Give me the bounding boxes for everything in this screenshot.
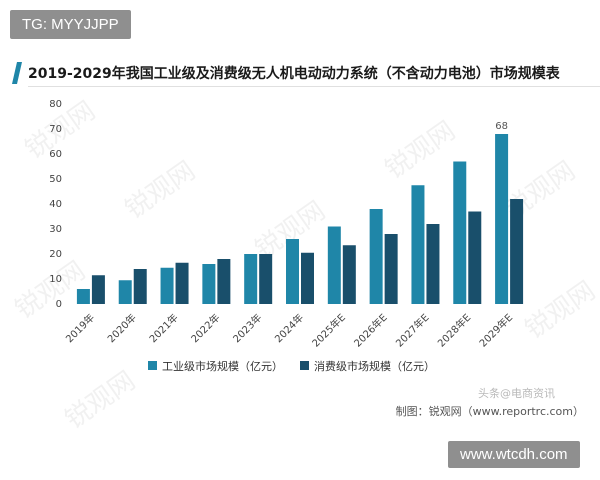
bar-industrial	[369, 209, 383, 304]
bar-industrial	[202, 264, 216, 304]
bar-consumer	[91, 275, 105, 304]
y-tick-label: 20	[49, 249, 62, 260]
y-tick-label: 50	[49, 174, 62, 185]
bar-industrial	[453, 161, 467, 304]
x-tick-label: 2022年	[188, 311, 222, 345]
x-tick-label: 2025年E	[309, 311, 348, 350]
watermark-text: 头条@电商资讯	[478, 387, 555, 400]
bar-consumer	[384, 234, 398, 304]
y-tick-label: 0	[56, 299, 62, 310]
bar-industrial	[327, 226, 341, 304]
legend: 工业级市场规模（亿元） 消费级市场规模（亿元）	[148, 359, 435, 373]
bar-industrial	[76, 289, 90, 304]
bar-consumer	[510, 199, 524, 304]
bar-series: 68	[76, 121, 524, 304]
y-axis: 0 10 20 30 40 50 60 70 80	[49, 99, 62, 310]
x-tick-label: 2027年E	[393, 311, 432, 350]
bar-consumer	[426, 224, 440, 304]
legend-swatch	[148, 361, 157, 370]
x-tick-label: 2021年	[146, 311, 180, 345]
bar-consumer	[217, 259, 231, 304]
y-tick-label: 60	[49, 149, 62, 160]
x-tick-label: 2028年E	[435, 311, 474, 350]
legend-label: 消费级市场规模（亿元）	[314, 359, 435, 373]
bar-industrial	[244, 254, 258, 304]
bar-consumer	[175, 262, 189, 304]
y-tick-label: 70	[49, 124, 62, 135]
title-divider	[28, 86, 600, 87]
bar-industrial	[118, 280, 132, 304]
bar-consumer	[342, 245, 356, 304]
chart-title: 2019-2029年我国工业级及消费级无人机电动动力系统（不含动力电池）市场规模…	[28, 66, 560, 82]
data-label: 68	[495, 121, 508, 132]
chart-title-bar: 2019-2029年我国工业级及消费级无人机电动动力系统（不含动力电池）市场规模…	[8, 60, 600, 87]
legend-swatch	[300, 361, 309, 370]
bar-consumer	[133, 269, 147, 304]
x-tick-label: 2026年E	[351, 311, 390, 350]
legend-label: 工业级市场规模（亿元）	[162, 359, 283, 373]
bar-industrial	[411, 185, 425, 304]
bar-industrial	[286, 239, 299, 304]
x-tick-label: 2023年	[230, 311, 264, 345]
y-tick-label: 30	[49, 224, 62, 235]
x-tick-label: 2024年	[272, 311, 306, 345]
y-tick-label: 10	[49, 274, 62, 285]
title-accent-mark	[12, 62, 22, 84]
bar-consumer	[259, 254, 273, 304]
x-tick-label: 2029年E	[476, 311, 515, 350]
x-axis: 2019年 2020年 2021年 2022年 2023年 2024年 2025年E 2026…	[63, 311, 515, 350]
y-tick-label: 40	[49, 199, 62, 210]
bar-industrial	[160, 267, 174, 304]
x-tick-label: 2020年	[105, 311, 139, 345]
y-tick-label: 80	[49, 99, 62, 110]
bar-consumer	[301, 252, 314, 304]
x-tick-label: 2019年	[63, 311, 97, 345]
bar-industrial	[495, 134, 509, 304]
bar-consumer	[468, 211, 482, 304]
chart-source: 制图：锐观网（www.reportrc.com）	[395, 405, 584, 418]
bar-chart: 0 10 20 30 40 50 60 70 80 68 2019年 2020年 2021年 2022…	[49, 99, 524, 373]
tag-badge: TG: MYYJJPP	[10, 10, 131, 39]
site-badge: www.wtcdh.com	[448, 441, 580, 468]
